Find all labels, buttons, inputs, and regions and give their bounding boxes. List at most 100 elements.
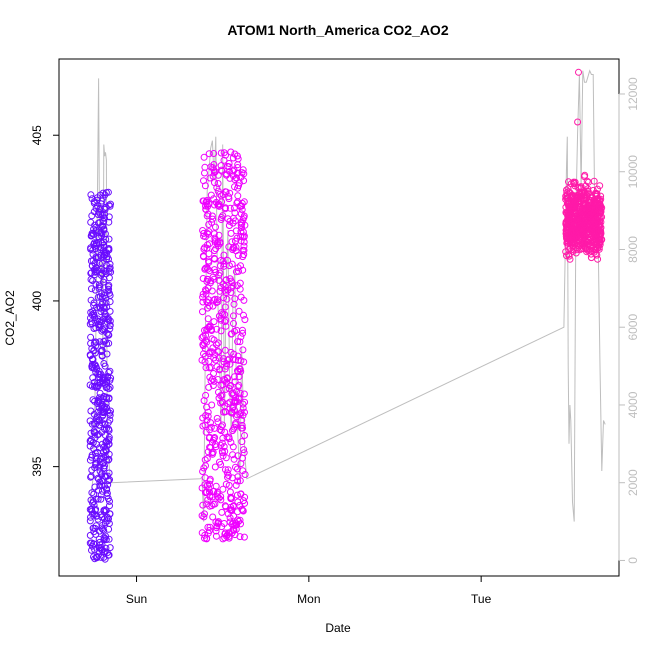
data-point [98,453,106,460]
data-point [91,555,99,563]
data-point [210,318,218,326]
data-point [203,326,211,334]
data-point [218,508,226,516]
data-point [232,421,240,429]
data-point [88,364,96,372]
data-point [199,308,206,316]
data-point [207,163,215,171]
data-point [100,548,108,556]
data-point [221,502,229,510]
data-point [203,403,211,411]
data-point [232,174,240,182]
scatter-points-layer [86,68,606,563]
data-point [87,473,95,481]
data-point [211,463,219,471]
data-point [105,245,113,252]
data-point [217,441,225,449]
data-point [87,257,95,265]
data-point [199,468,207,475]
data-point [229,167,237,175]
data-point [220,156,228,164]
data-point [200,339,208,347]
data-point [239,329,247,337]
data-point [240,311,247,319]
data-point [208,325,215,333]
data-point [229,219,237,227]
data-point [103,329,111,337]
data-point [230,312,237,320]
data-point [576,246,584,254]
data-point [106,202,114,210]
data-point [230,204,238,212]
data-point [236,365,244,373]
data-point [204,315,212,323]
data-point [91,286,99,294]
data-point [209,513,217,521]
data-point [218,309,226,317]
data-point [203,244,211,252]
data-point [230,512,238,520]
data-point [86,381,94,389]
data-point [98,290,106,298]
data-point [221,205,229,213]
data-point [226,275,234,283]
data-point [574,118,582,126]
data-point [198,512,206,520]
data-point [210,435,218,442]
data-point [88,453,96,461]
data-point [229,154,237,162]
data-point [592,241,600,249]
data-point [235,182,242,190]
data-point [87,333,95,341]
data-point [100,464,108,472]
data-point [87,218,95,226]
data-point [106,292,114,299]
data-point [206,373,214,381]
chart-title: ATOM1 North_America CO2_AO2 [227,22,448,38]
data-point [105,433,113,441]
data-point [214,238,222,246]
data-point [106,260,114,268]
data-point [198,484,206,492]
data-point [217,316,225,324]
data-point [219,421,226,429]
y-right-tick-label: 2000 [626,469,640,496]
data-point [220,443,228,451]
y-axis-label: CO2_AO2 [3,290,17,346]
data-point [101,312,109,320]
data-point [209,500,217,508]
y-right-tick-label: 8000 [626,236,640,263]
data-point [104,283,112,291]
data-point [580,199,588,207]
data-point [230,455,238,463]
data-point [98,352,106,359]
data-point [217,262,224,270]
y-right-tick-label: 10000 [626,155,640,189]
data-point [97,200,105,208]
data-point [240,242,248,250]
y-left-tick-label: 405 [30,125,44,145]
y-axis-right: 0 2000 4000 6000 8000 10000 12000 [618,77,640,564]
data-point [204,523,212,531]
data-point [216,287,224,295]
data-point [208,502,216,510]
data-point [228,238,236,246]
data-point [225,195,233,203]
data-point [225,160,233,167]
data-point [217,496,225,504]
data-point [96,191,104,199]
data-point [238,220,246,228]
data-point [200,464,208,472]
data-point [212,356,220,364]
x-tick-label: Tue [471,592,492,606]
data-point [239,507,247,515]
data-point [597,195,605,203]
data-point [226,488,234,496]
data-point [221,365,229,373]
data-point [87,429,95,437]
data-point [209,382,217,389]
data-point [222,466,229,474]
data-point [213,524,220,532]
data-point [240,533,248,541]
data-point [566,255,574,263]
